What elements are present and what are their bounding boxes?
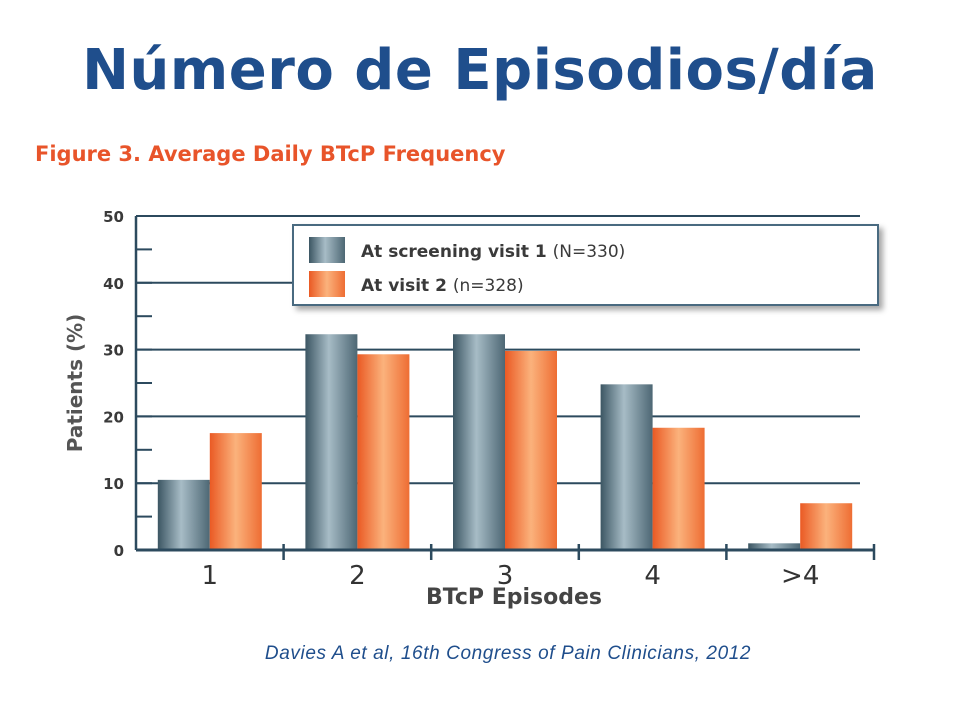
legend: At screening visit 1 (N=330) At visit 2 (…	[292, 224, 879, 306]
legend-label: At visit 2 (n=328)	[361, 276, 524, 296]
y-tick-label: 40	[103, 275, 124, 293]
bar-visit2-4	[800, 503, 853, 550]
bar-visit1-0	[157, 479, 210, 550]
legend-box	[292, 224, 879, 306]
bar-chart: 0 10 20 30 40 50 1 2 3 4 >4 At screening visit 1 (…	[63, 208, 879, 610]
bar-visit1-3	[600, 384, 653, 550]
x-tick-label: 1	[202, 561, 219, 591]
y-tick-label: 20	[103, 408, 124, 426]
x-tick-label: 3	[497, 561, 514, 591]
x-tick-label: 2	[349, 561, 366, 591]
legend-swatch	[309, 271, 345, 297]
bar-visit1-1	[305, 334, 358, 550]
y-axis-label: Patients (%)	[63, 314, 87, 453]
bar-visit1-4	[748, 543, 801, 550]
y-tick-label: 10	[103, 475, 124, 493]
y-tick-label: 50	[103, 208, 124, 226]
x-axis-label: BTcP Episodes	[426, 585, 602, 610]
y-tick-label: 0	[114, 542, 124, 560]
slide-title: Número de Episodios/día	[82, 38, 878, 103]
bar-visit1-2	[453, 334, 505, 550]
x-tick-label: 4	[644, 561, 661, 591]
bars	[157, 334, 853, 550]
bar-visit2-3	[652, 427, 705, 550]
citation: Davies A et al, 16th Congress of Pain Cl…	[264, 643, 752, 664]
figure-title: Figure 3. Average Daily BTcP Frequency	[35, 142, 506, 166]
bar-visit2-1	[357, 354, 410, 550]
bar-visit2-0	[209, 433, 262, 550]
y-tick-label: 30	[103, 342, 124, 360]
legend-swatch	[309, 237, 345, 263]
legend-label: At screening visit 1 (N=330)	[361, 242, 625, 262]
x-tick-label: >4	[781, 561, 819, 591]
axes: 0 10 20 30 40 50 1 2 3 4 >4	[103, 208, 876, 591]
bar-visit2-2	[505, 350, 557, 550]
